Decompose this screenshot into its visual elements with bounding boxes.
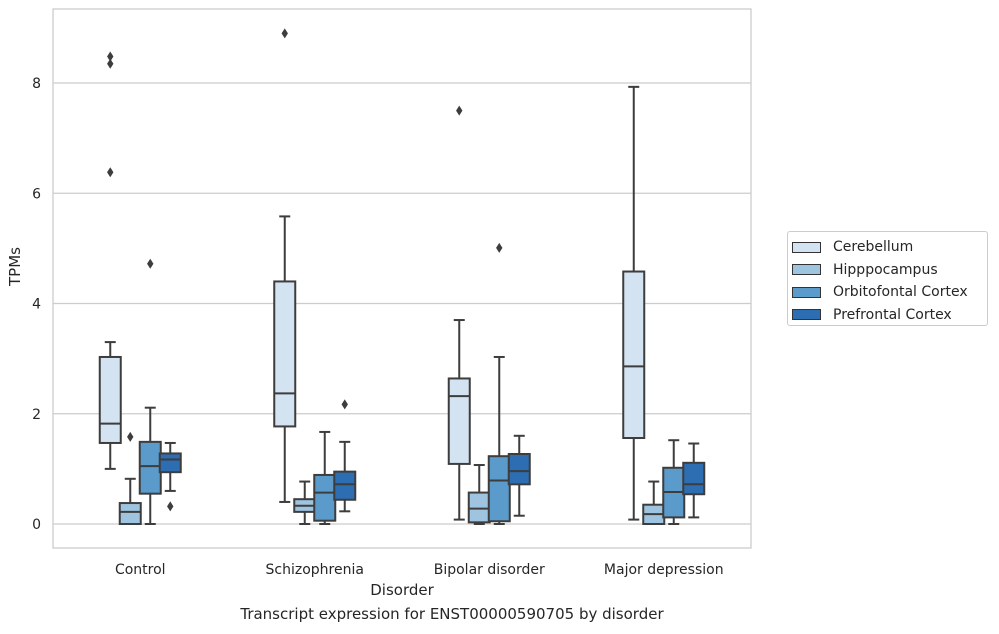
x-tick-label-schizophrenia: Schizophrenia (266, 562, 364, 578)
box-hipppocampus-3 (642, 480, 666, 525)
iqr-box (98, 355, 122, 444)
legend-label-orbitofrontal: Orbitofontal Cortex (833, 284, 968, 301)
iqr-box (313, 473, 337, 522)
legend-swatch-orbitofrontal (792, 286, 821, 298)
box-cerebellum-1 (273, 28, 297, 503)
box-cerebellum-0 (98, 51, 122, 470)
iqr-box (682, 461, 706, 496)
legend-item-prefrontal: Prefrontal Cortex (792, 304, 987, 327)
x-tick-label-major-depression: Major depression (604, 562, 724, 578)
legend-swatch-cerebellum (792, 241, 821, 253)
outlier-marker (107, 58, 114, 69)
box-orbitofontal-cortex-3 (662, 439, 686, 525)
box-orbitofontal-cortex-1 (313, 430, 337, 525)
iqr-box (447, 377, 471, 465)
iqr-box (273, 280, 297, 428)
y-axis-ticks: 0 2 4 6 8 (32, 76, 41, 533)
iqr-box (622, 270, 646, 440)
legend-label-hippocampus: Hipppocampus (833, 261, 938, 278)
legend-item-orbitofrontal: Orbitofontal Cortex (792, 281, 987, 304)
chart-title-caption: Transcript expression for ENST0000059070… (0, 605, 999, 623)
y-tick-label-6: 6 (32, 186, 41, 202)
box-hipppocampus-0 (118, 431, 142, 525)
box-orbitofontal-cortex-2 (487, 242, 511, 525)
x-tick-label-control: Control (115, 562, 166, 578)
legend-item-hippocampus: Hipppocampus (792, 259, 987, 282)
iqr-box (333, 470, 357, 501)
outlier-marker (147, 258, 154, 269)
iqr-box (138, 440, 162, 495)
legend-label-prefrontal: Prefrontal Cortex (833, 306, 952, 323)
iqr-box (507, 452, 531, 486)
outlier-marker (167, 501, 174, 512)
outlier-marker (107, 167, 114, 178)
box-cerebellum-3 (622, 85, 646, 521)
legend-swatch-hippocampus (792, 264, 821, 276)
box-orbitofontal-cortex-0 (138, 258, 162, 525)
legend-swatch-prefrontal (792, 309, 821, 321)
outlier-marker (341, 399, 348, 410)
outlier-marker (107, 51, 114, 62)
box-prefrontal-cortex-1 (333, 399, 357, 513)
outlier-marker (127, 431, 134, 442)
y-tick-label-2: 2 (32, 407, 41, 423)
box-cerebellum-2 (447, 105, 471, 521)
box-prefrontal-cortex-0 (158, 441, 182, 512)
x-tick-label-bipolar-disorder: Bipolar disorder (434, 562, 545, 578)
outlier-marker (281, 28, 288, 39)
x-axis-label: Disorder (370, 581, 434, 599)
iqr-box (487, 455, 511, 523)
box-prefrontal-cortex-3 (682, 442, 706, 519)
outlier-marker (496, 242, 503, 253)
iqr-box (118, 502, 142, 525)
chart-legend: Cerebellum Hipppocampus Orbitofontal Cor… (787, 231, 988, 326)
y-tick-label-8: 8 (32, 76, 41, 92)
legend-item-cerebellum: Cerebellum (792, 236, 987, 259)
iqr-box (467, 491, 491, 524)
box-hipppocampus-1 (293, 480, 317, 525)
outlier-marker (456, 105, 463, 116)
plot-frame (52, 8, 752, 549)
box-hipppocampus-2 (467, 464, 491, 525)
chart-title: Transcript expression for ENST0000059070… (240, 605, 664, 623)
y-tick-label-4: 4 (32, 297, 41, 313)
y-tick-label-0: 0 (32, 517, 41, 533)
box-series-layer (98, 28, 706, 525)
iqr-box (158, 452, 182, 474)
y-axis-label: TPMs (6, 247, 24, 287)
x-axis-ticks: Control Schizophrenia Bipolar disorder Majo… (115, 562, 724, 578)
box-prefrontal-cortex-2 (507, 434, 531, 517)
legend-label-cerebellum: Cerebellum (833, 239, 914, 256)
